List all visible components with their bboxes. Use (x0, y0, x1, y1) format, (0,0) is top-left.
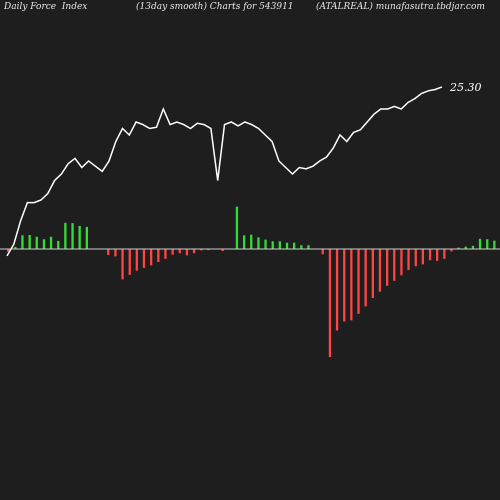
force-bar (457, 247, 460, 249)
force-bar (471, 245, 475, 249)
force-bar (171, 249, 174, 255)
price-line (6, 86, 443, 257)
force-bar (300, 245, 303, 250)
force-bar (128, 249, 131, 275)
force-bar (142, 249, 146, 268)
force-bar (443, 249, 446, 259)
force-bar (478, 238, 482, 249)
force-bar (135, 249, 138, 271)
force-bar (107, 249, 110, 255)
force-bar (243, 235, 246, 249)
force-bar (14, 246, 17, 249)
force-bar (335, 249, 339, 331)
force-bar (178, 249, 181, 254)
force-bar (414, 249, 417, 267)
force-bar (450, 249, 453, 252)
force-bar (428, 249, 432, 261)
force-bar (49, 236, 53, 250)
force-bar (121, 249, 124, 280)
chart-header-right: (ATALREAL) munafasutra.tbdjar.com (316, 2, 485, 12)
force-bar (486, 239, 489, 249)
force-bar (85, 226, 88, 249)
force-bar (21, 235, 24, 249)
last-value-label: 25.30 (449, 81, 482, 94)
force-bar (285, 242, 289, 249)
chart-header-center: (13day smooth) Charts for 543911 (136, 2, 294, 12)
force-bar (250, 234, 253, 249)
force-bar (64, 222, 67, 250)
force-bar (464, 246, 467, 249)
force-bar (235, 206, 239, 250)
force-bar (307, 245, 310, 250)
force-bar (407, 249, 410, 270)
force-bar (371, 249, 374, 298)
force-bar (157, 249, 160, 262)
force-bar (436, 249, 439, 261)
force-bar (42, 239, 46, 249)
force-bar (378, 249, 382, 292)
force-bar (78, 225, 81, 249)
force-bar (321, 249, 324, 255)
force-bar (192, 249, 196, 254)
force-bar (271, 241, 274, 249)
force-bar (393, 249, 396, 281)
force-bar (293, 242, 296, 249)
force-bar (164, 249, 167, 259)
force-bar (364, 249, 367, 307)
force-bar (386, 249, 389, 286)
force-bar (35, 236, 38, 250)
force-bar (350, 249, 353, 321)
force-bar (343, 249, 346, 322)
force-bar (221, 249, 224, 252)
force-bar (257, 237, 260, 249)
force-bar (207, 249, 210, 251)
force-bar (57, 240, 60, 249)
chart-header-left: Daily Force Index (4, 2, 88, 12)
force-bar (185, 249, 189, 256)
force-bar (7, 249, 10, 252)
force-bar (400, 249, 403, 276)
force-bar (150, 249, 153, 266)
force-bar (114, 249, 117, 257)
force-bars (7, 206, 496, 358)
force-bar (278, 241, 281, 249)
force-bar (328, 249, 332, 358)
force-bar (264, 239, 267, 250)
force-bar (200, 249, 203, 251)
force-bar (71, 223, 74, 249)
force-bar (421, 249, 424, 265)
force-bar (28, 235, 31, 249)
force-bar (493, 240, 496, 249)
force-bar (357, 249, 360, 314)
